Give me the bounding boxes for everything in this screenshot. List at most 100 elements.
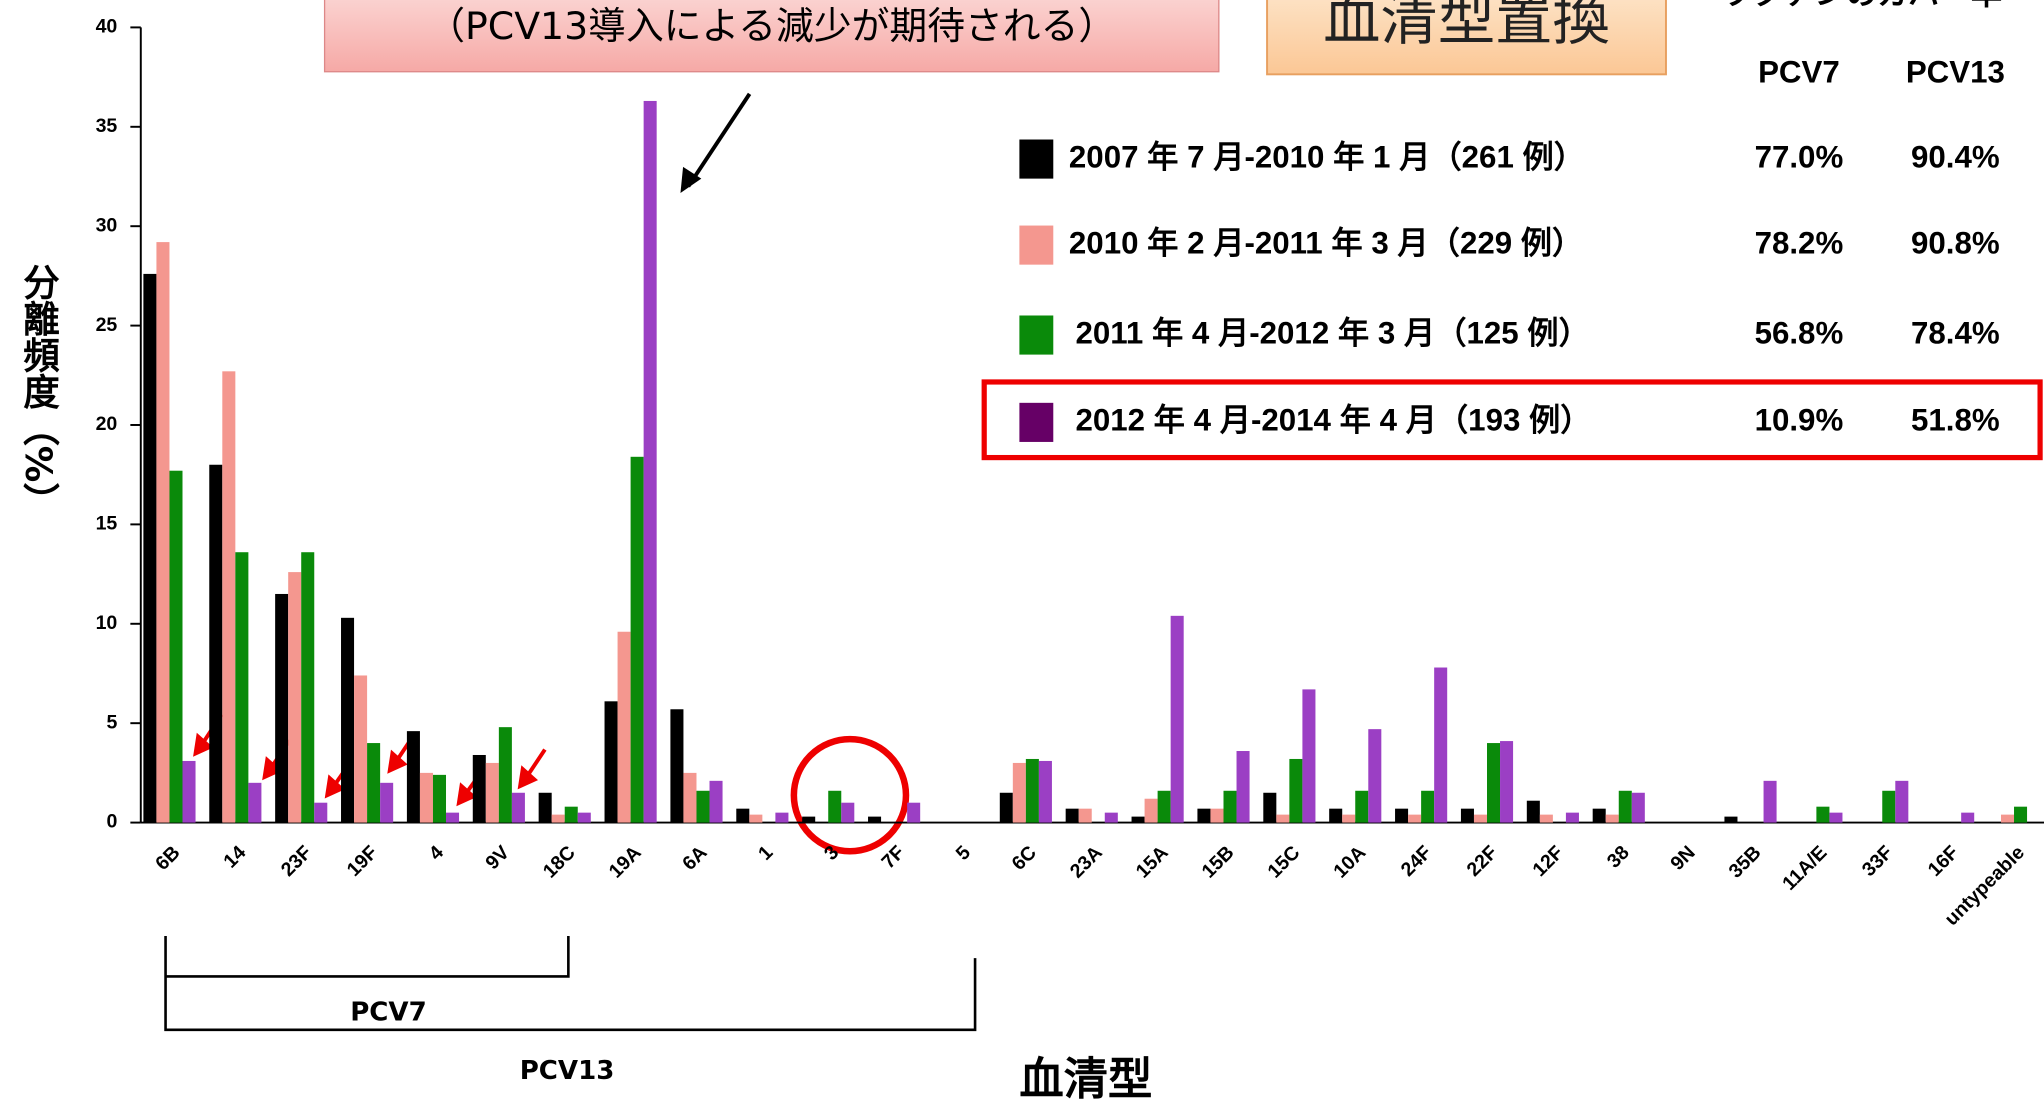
bar	[498, 727, 512, 823]
bracket-label: PCV7	[350, 997, 427, 1027]
x-axis-label: 血清型	[1019, 1054, 1152, 1105]
legend-swatch	[1019, 315, 1054, 355]
bar	[683, 772, 697, 823]
x-tick-label: 18C	[539, 842, 580, 883]
bar	[446, 812, 460, 823]
bar	[1460, 808, 1474, 823]
coverage-value: 77.0%	[1755, 139, 1844, 174]
bar	[1592, 808, 1606, 823]
bar	[314, 802, 328, 823]
bar	[564, 806, 578, 823]
bar	[1236, 751, 1250, 823]
x-tick-label: 6C	[1008, 842, 1041, 875]
coverage-header: PCV7	[1758, 55, 1840, 90]
x-tick-label: 19A	[605, 842, 646, 883]
x-tick-label: 22F	[1463, 842, 1502, 881]
red-arrow-head	[262, 756, 283, 781]
bar	[1197, 808, 1211, 823]
y-tick-label: 0	[106, 811, 117, 833]
legend-label: 2007 年 7 月-2010 年 1 月（261 例）	[1069, 139, 1585, 174]
x-tick-label: 9N	[1666, 842, 1699, 875]
bar	[1816, 806, 1830, 823]
arrow-head	[680, 166, 702, 193]
bar	[709, 780, 723, 823]
bar	[1565, 812, 1579, 823]
annotation: 血清型置換	[1323, 0, 1610, 53]
x-tick-label: 24F	[1397, 842, 1436, 881]
bar	[1631, 792, 1645, 823]
bar	[868, 816, 882, 823]
bar	[604, 701, 618, 823]
legend-label: 2011 年 4 月-2012 年 3 月（125 例）	[1075, 315, 1589, 350]
x-tick-label: 15A	[1132, 842, 1173, 883]
bar	[736, 808, 750, 823]
annotation: （PCV13導入による減少が期待される）	[427, 4, 1116, 48]
bar	[670, 709, 684, 823]
bar	[1157, 790, 1171, 823]
bar	[2014, 806, 2028, 823]
y-tick-label: 20	[96, 413, 118, 435]
bar	[472, 754, 486, 823]
highlight-circle	[790, 735, 910, 855]
coverage-value: 78.4%	[1911, 315, 2000, 350]
bar	[1355, 790, 1369, 823]
bar	[749, 814, 763, 823]
bar	[367, 743, 381, 823]
x-tick-label: 4	[425, 842, 448, 865]
x-tick-label: 6A	[678, 842, 711, 875]
bar	[1500, 741, 1514, 823]
arrow	[686, 92, 752, 188]
y-tick-label: 40	[96, 16, 118, 38]
bar	[643, 100, 657, 823]
y-axis-label: 分離頻度（%）	[17, 263, 60, 519]
x-tick-label: 33F	[1858, 842, 1897, 881]
x-tick-label: 11A/E	[1778, 842, 1831, 895]
bar	[1368, 729, 1382, 823]
bar	[1421, 790, 1435, 823]
bar	[406, 731, 420, 823]
bar	[551, 814, 565, 823]
x-tick-label: 5	[952, 842, 975, 865]
bar	[696, 790, 710, 823]
brackets	[164, 935, 977, 1032]
annotation-box	[323, 0, 1220, 73]
bar	[485, 762, 499, 823]
bar	[222, 371, 236, 823]
x-tick-label: 15B	[1198, 842, 1239, 883]
bar	[354, 675, 368, 823]
bar	[1065, 808, 1079, 823]
x-tick-label: 14	[219, 842, 250, 873]
bar	[907, 802, 921, 823]
bar	[802, 816, 816, 823]
bar	[1302, 689, 1316, 823]
bar	[1487, 743, 1501, 823]
x-tick-label: 35B	[1725, 842, 1766, 883]
bar	[156, 242, 170, 823]
bar	[1526, 800, 1540, 823]
bar	[630, 456, 644, 823]
bar	[999, 792, 1013, 823]
bar	[1210, 808, 1224, 823]
bar	[1025, 758, 1039, 823]
bracket-label: PCV13	[520, 1056, 615, 1086]
bar	[841, 802, 855, 823]
x-tick-label: 15C	[1263, 842, 1304, 883]
bar	[235, 552, 249, 823]
bar	[275, 593, 289, 823]
bar	[341, 617, 355, 823]
bar	[828, 790, 842, 823]
annotation: ワクチンのカバー率	[1721, 0, 2002, 12]
bar	[248, 782, 262, 823]
x-tick-label: 12F	[1529, 842, 1568, 881]
bar	[1618, 790, 1632, 823]
bar	[1961, 812, 1975, 823]
y-tick-label: 30	[96, 214, 118, 236]
x-tick-label: 38	[1603, 842, 1634, 873]
coverage-value: 90.8%	[1911, 225, 2000, 260]
bar	[143, 273, 157, 823]
bar	[1012, 762, 1026, 823]
red-arrow-head	[324, 774, 346, 799]
bar	[538, 792, 552, 823]
legend-label: 2010 年 2 月-2011 年 3 月（229 例）	[1069, 225, 1583, 260]
red-arrow-head	[193, 732, 214, 757]
